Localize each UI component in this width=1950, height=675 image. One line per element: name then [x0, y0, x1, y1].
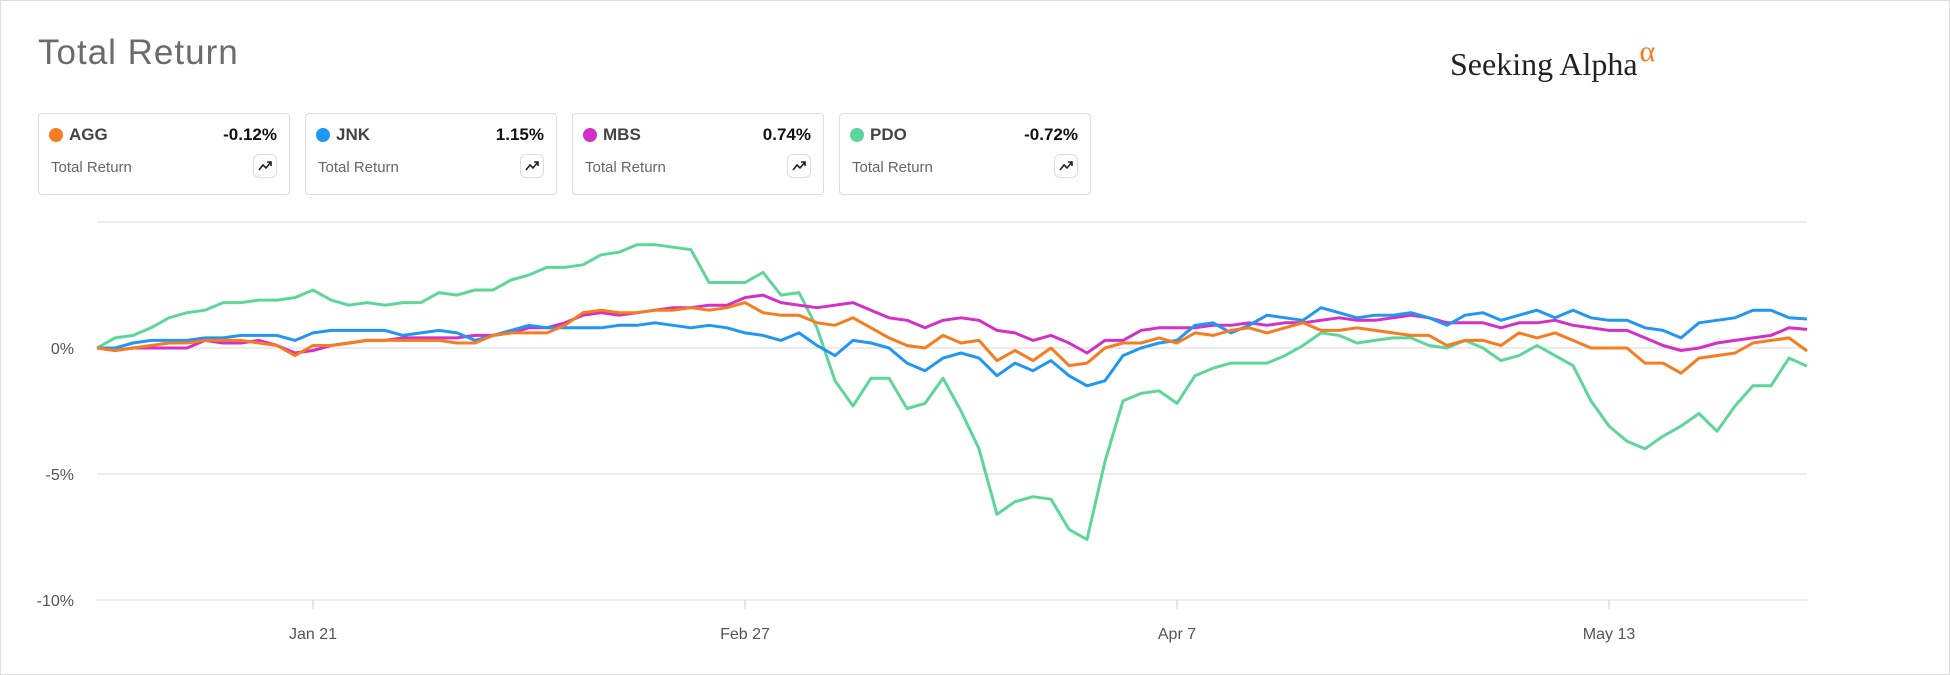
brand-logo: Seeking Alphaα — [1450, 35, 1655, 83]
trend-icon — [1059, 161, 1073, 171]
trend-icon-line — [258, 161, 272, 171]
chart-toggle-button[interactable] — [520, 154, 544, 178]
trend-icon — [792, 161, 806, 171]
legend-card[interactable]: JNK 1.15% Total Return — [305, 113, 557, 195]
legend-name: AGG — [69, 125, 108, 144]
metric-label: Total Return — [51, 159, 132, 176]
legend-card[interactable]: MBS 0.74% Total Return — [572, 113, 824, 195]
y-tick-label: 0% — [51, 341, 74, 358]
metric-label: Total Return — [585, 159, 666, 176]
y-tick-label: -10% — [37, 593, 74, 610]
trend-icon — [258, 161, 272, 171]
y-tick-label: -5% — [46, 467, 74, 484]
series-line — [97, 306, 1808, 388]
metric-label: Total Return — [852, 159, 933, 176]
series-line — [96, 301, 1808, 375]
return-value: -0.72% — [1024, 125, 1078, 144]
x-tick-label: Jan 21 — [289, 626, 337, 643]
trend-icon — [525, 161, 539, 171]
legend-name: MBS — [603, 125, 641, 144]
legend-name: PDO — [870, 125, 907, 144]
return-value: 1.15% — [495, 125, 544, 144]
legend-dot — [316, 128, 330, 142]
legend-card[interactable]: PDO -0.72% Total Return — [839, 113, 1091, 195]
brand-text: Seeking Alpha — [1450, 46, 1638, 82]
series-line — [96, 243, 1808, 541]
return-value: -0.12% — [223, 125, 277, 144]
legend-dot — [49, 128, 63, 142]
x-tick-label: Feb 27 — [720, 626, 770, 643]
chart-toggle-button[interactable] — [787, 154, 811, 178]
brand-mark: α — [1639, 35, 1656, 68]
legend-dot — [850, 128, 864, 142]
page-title: Total Return — [38, 33, 239, 72]
trend-icon-line — [792, 161, 806, 171]
metric-label: Total Return — [318, 159, 399, 176]
return-value: 0.74% — [762, 125, 811, 144]
x-tick-label: May 13 — [1583, 626, 1636, 643]
legend-dot — [583, 128, 597, 142]
x-tick-label: Apr 7 — [1158, 626, 1196, 643]
legend-card[interactable]: AGG -0.12% Total Return — [38, 113, 290, 195]
chart-toggle-button[interactable] — [253, 154, 277, 178]
chart-toggle-button[interactable] — [1054, 154, 1078, 178]
trend-icon-line — [1059, 161, 1073, 171]
trend-icon-line — [525, 161, 539, 171]
legend-name: JNK — [336, 125, 371, 144]
